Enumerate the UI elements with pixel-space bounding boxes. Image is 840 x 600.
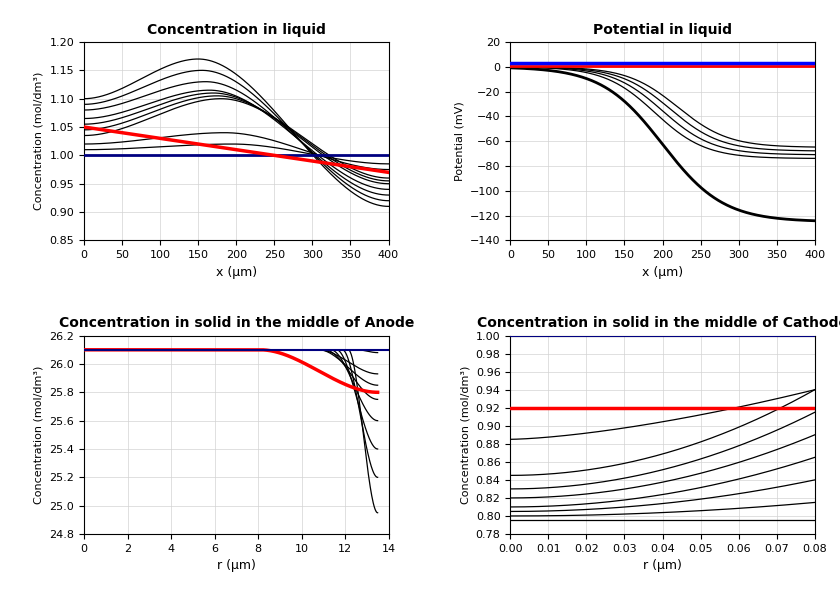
X-axis label: x (μm): x (μm) — [216, 266, 257, 278]
Y-axis label: Concentration (mol/dm³): Concentration (mol/dm³) — [460, 365, 470, 504]
Y-axis label: Concentration (mol/dm³): Concentration (mol/dm³) — [34, 365, 44, 504]
Y-axis label: Concentration (mol/dm³): Concentration (mol/dm³) — [34, 72, 44, 211]
X-axis label: r (μm): r (μm) — [217, 559, 255, 572]
Title: Potential in liquid: Potential in liquid — [593, 23, 732, 37]
X-axis label: x (μm): x (μm) — [642, 266, 683, 278]
Y-axis label: Potential (mV): Potential (mV) — [454, 101, 465, 181]
Title: Concentration in solid in the middle of Cathode: Concentration in solid in the middle of … — [477, 316, 840, 330]
Title: Concentration in solid in the middle of Anode: Concentration in solid in the middle of … — [59, 316, 414, 330]
Title: Concentration in liquid: Concentration in liquid — [147, 23, 326, 37]
X-axis label: r (μm): r (μm) — [643, 559, 682, 572]
